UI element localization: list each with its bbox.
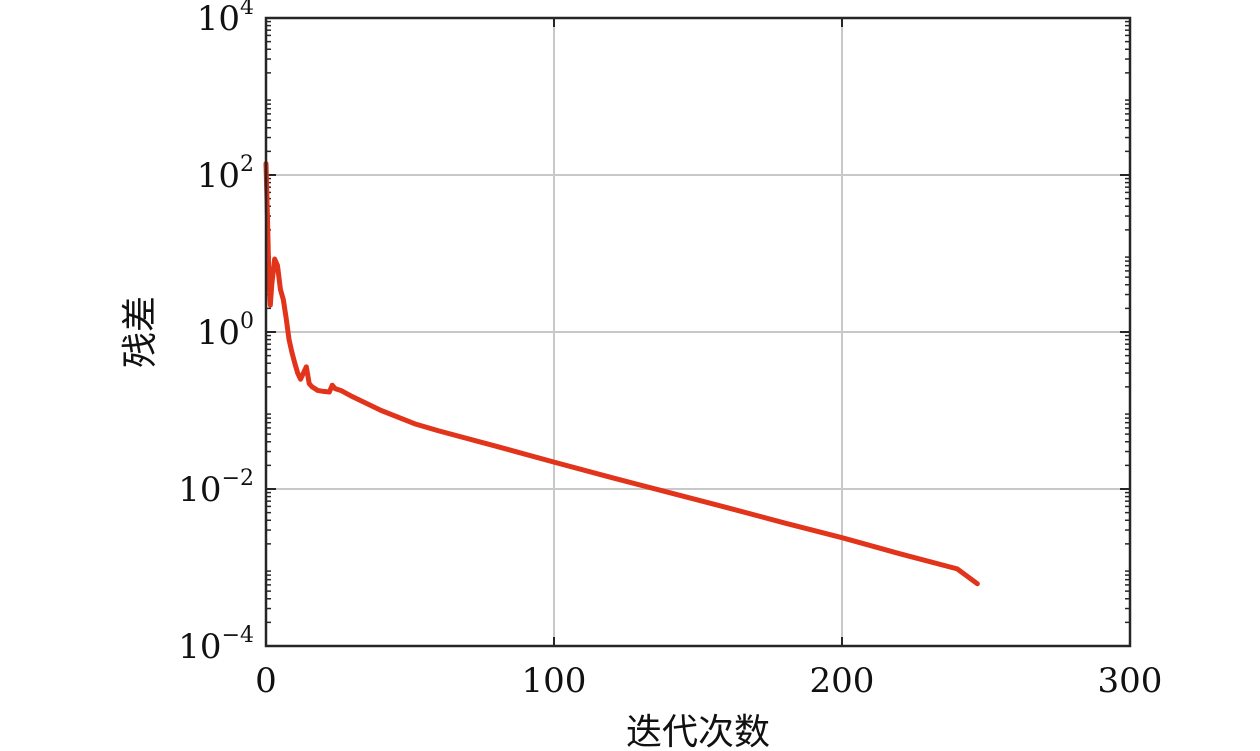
x-tick-label: 0 bbox=[255, 661, 277, 701]
y-tick-labels: 10−4 10−2 100 102 104 bbox=[178, 0, 254, 667]
grid-lines bbox=[266, 18, 1130, 646]
plot-frame bbox=[264, 16, 1132, 648]
minor-ticks bbox=[266, 20, 1130, 624]
series-line bbox=[263, 161, 980, 587]
x-axis-title: 迭代次数 bbox=[626, 712, 770, 751]
y-tick-label: 104 bbox=[197, 0, 254, 39]
y-tick-label: 100 bbox=[197, 309, 254, 353]
y-axis-title: 残差 bbox=[120, 296, 161, 368]
x-tick-label: 100 bbox=[522, 661, 587, 701]
y-tick-label: 102 bbox=[197, 152, 254, 196]
y-tick-label: 10−4 bbox=[178, 623, 254, 667]
y-tick-label: 10−2 bbox=[178, 466, 254, 510]
x-tick-label: 300 bbox=[1098, 661, 1163, 701]
x-tick-label: 200 bbox=[810, 661, 875, 701]
x-tick-labels: 0 100 200 300 bbox=[255, 661, 1162, 701]
series-group bbox=[263, 161, 980, 587]
